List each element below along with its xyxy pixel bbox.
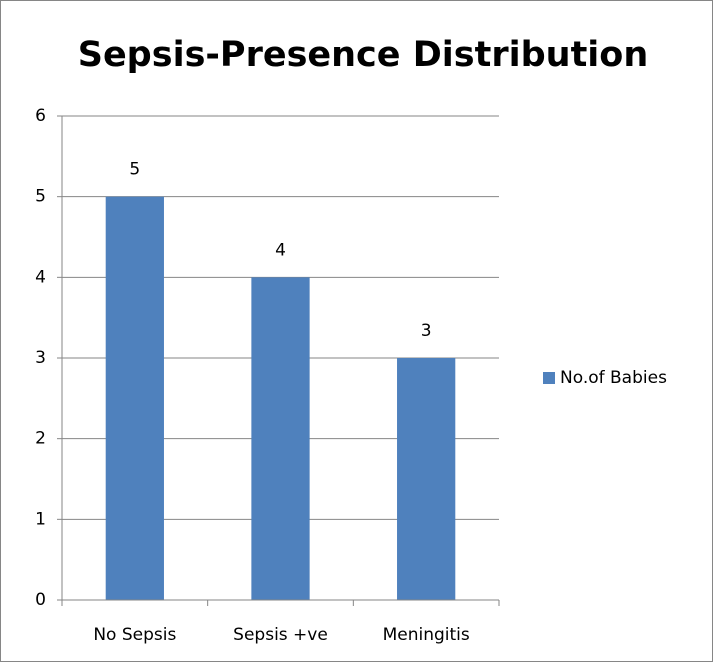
bar	[251, 277, 310, 600]
y-tick-label: 6	[35, 106, 46, 126]
y-tick-label: 2	[35, 429, 46, 449]
y-tick-label: 1	[35, 509, 46, 529]
y-tick-label: 0	[35, 590, 46, 610]
y-tick-label: 3	[35, 348, 46, 368]
x-tick-label: Sepsis +ve	[233, 625, 328, 645]
x-tick-label: Meningitis	[383, 625, 470, 645]
bar	[105, 196, 164, 600]
legend-swatch	[543, 372, 555, 384]
data-label: 5	[129, 160, 140, 180]
y-tick-label: 5	[35, 187, 46, 207]
y-tick-label: 4	[35, 267, 46, 287]
legend-label: No.of Babies	[560, 368, 667, 388]
x-tick-label: No Sepsis	[93, 625, 176, 645]
data-label: 3	[421, 321, 432, 341]
chart-title: Sepsis-Presence Distribution	[78, 35, 649, 75]
bar	[397, 358, 456, 600]
data-label: 4	[275, 240, 286, 260]
